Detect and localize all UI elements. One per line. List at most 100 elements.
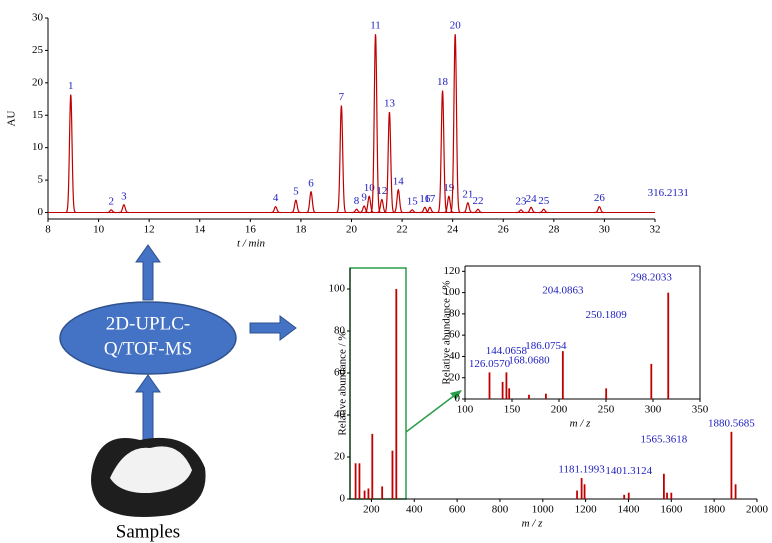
peak — [65, 94, 76, 214]
peak-label: 15 — [407, 195, 419, 207]
peak-label: 19 — [443, 182, 455, 194]
x-tick-label: 150 — [504, 404, 521, 416]
y-tick-label: 120 — [444, 265, 461, 277]
peak — [305, 190, 317, 214]
y-axis-label: Relative abundance / % — [337, 331, 349, 435]
peak — [515, 209, 527, 214]
peak-label: 204.0863 — [542, 285, 584, 297]
peak — [270, 206, 281, 214]
y-tick-label: 80 — [334, 325, 346, 337]
peak-label: 13 — [384, 98, 396, 110]
x-tick-label: 250 — [598, 404, 615, 416]
x-tick-label: 28 — [548, 224, 560, 236]
peak — [336, 105, 347, 214]
x-axis-label: m / z — [522, 518, 544, 530]
y-tick-label: 40 — [334, 409, 346, 421]
peak-label: 5 — [293, 186, 299, 198]
y-tick-label: 20 — [32, 76, 44, 88]
peak-label: 3 — [121, 190, 127, 202]
peak-label: 21 — [462, 188, 473, 200]
up-arrow — [135, 244, 161, 301]
x-tick-label: 24 — [447, 224, 459, 236]
peak — [462, 202, 473, 214]
method-label: 2D-UPLC- — [106, 313, 190, 334]
peak-label: 11 — [370, 20, 381, 32]
x-tick-label: 20 — [346, 224, 358, 236]
x-tick-label: 18 — [295, 224, 307, 236]
x-tick-label: 10 — [93, 224, 105, 236]
peak — [449, 34, 461, 214]
peak — [419, 206, 430, 214]
peak-label: 250.1809 — [586, 309, 628, 321]
peak — [594, 206, 605, 214]
x-tick-label: 400 — [406, 504, 423, 516]
y-tick-label: 20 — [334, 451, 346, 463]
x-tick-label: 1800 — [703, 504, 726, 516]
zoom-arrow — [405, 394, 456, 433]
x-tick-label: 12 — [144, 224, 155, 236]
y-tick-label: 0 — [340, 493, 346, 505]
peak-label: 126.0570 — [469, 358, 511, 370]
x-tick-label: 1200 — [575, 504, 598, 516]
x-tick-label: 1600 — [660, 504, 683, 516]
peak-label: 6 — [308, 177, 314, 189]
peak-label: 298.2033 — [631, 271, 673, 283]
zoom-box — [349, 267, 407, 500]
peak — [290, 199, 301, 214]
y-tick-label: 100 — [329, 283, 346, 295]
sample-label: Samples — [116, 521, 180, 542]
peak — [118, 204, 129, 214]
peak-label: 316.2131 — [648, 187, 689, 199]
peak-label: 168.0680 — [508, 354, 550, 366]
peak — [538, 208, 549, 214]
peak-label: 1880.5685 — [708, 417, 755, 429]
x-tick-label: 32 — [650, 224, 661, 236]
method-label: Q/TOF-MS — [104, 338, 192, 359]
peak — [393, 188, 404, 214]
x-tick-label: 30 — [599, 224, 611, 236]
x-tick-label: 300 — [645, 404, 662, 416]
peak-label: 17 — [424, 193, 436, 205]
x-tick-label: 2000 — [746, 504, 769, 516]
x-axis-label: m / z — [570, 418, 592, 430]
peak-label: 24 — [526, 193, 538, 205]
peak — [437, 90, 448, 214]
peak-label: 1 — [68, 80, 74, 92]
x-tick-label: 16 — [245, 224, 257, 236]
y-tick-label: 15 — [32, 109, 44, 121]
y-tick-label: 30 — [32, 12, 44, 24]
up-arrow — [135, 374, 161, 441]
peak-label: 26 — [594, 192, 606, 204]
peak-label: 25 — [538, 195, 550, 207]
y-tick-label: 0 — [38, 206, 44, 218]
peak — [443, 195, 454, 214]
x-tick-label: 1400 — [617, 504, 640, 516]
x-axis-label: t / min — [237, 238, 266, 250]
x-tick-label: 22 — [397, 224, 408, 236]
peak-label: 186.0754 — [525, 340, 567, 352]
peak-label: 16 — [419, 193, 431, 205]
x-tick-label: 8 — [45, 224, 51, 236]
peak-label: 144.0658 — [486, 345, 528, 357]
peak — [472, 208, 484, 214]
peak — [370, 34, 381, 214]
peak-label: 7 — [339, 91, 345, 103]
y-tick-label: 100 — [444, 286, 461, 298]
x-tick-label: 800 — [492, 504, 509, 516]
y-tick-label: 60 — [449, 329, 461, 341]
x-tick-label: 1000 — [532, 504, 555, 516]
x-tick-label: 200 — [551, 404, 568, 416]
y-tick-label: 60 — [334, 367, 346, 379]
x-tick-label: 26 — [498, 224, 510, 236]
y-tick-label: 40 — [449, 350, 461, 362]
zoom-arrowhead — [450, 390, 462, 400]
peak — [424, 206, 435, 214]
peak — [364, 195, 375, 214]
peak-label: 23 — [515, 195, 527, 207]
method-ellipse — [59, 301, 237, 375]
peak — [526, 206, 537, 214]
y-axis-label: AU — [6, 111, 18, 127]
x-tick-label: 100 — [457, 404, 474, 416]
peak-label: 12 — [376, 185, 387, 197]
